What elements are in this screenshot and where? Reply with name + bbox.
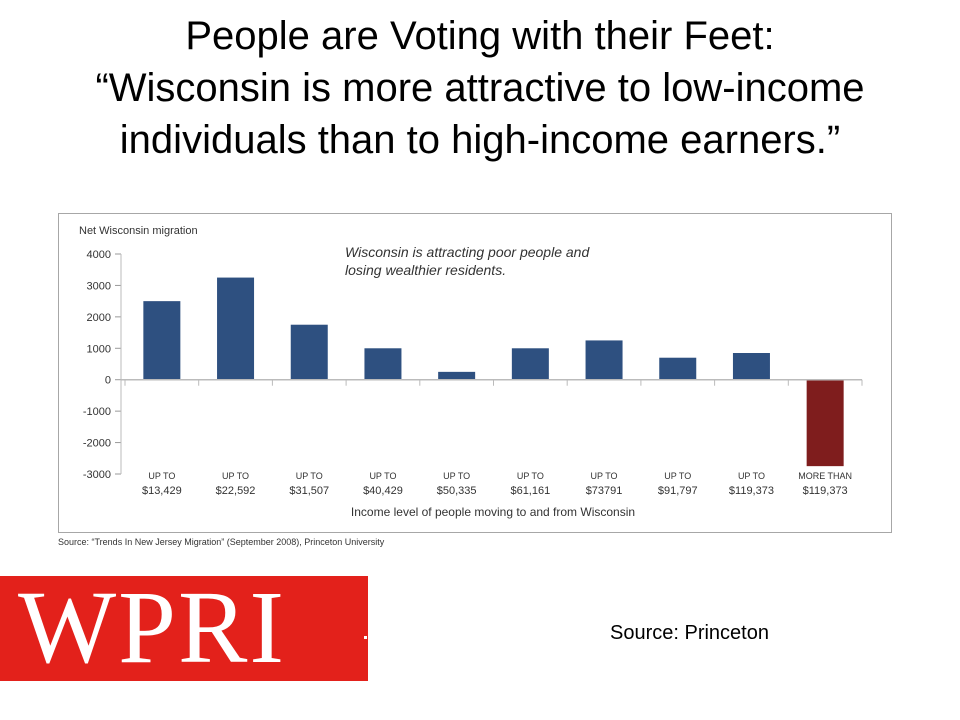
logo-mark <box>364 636 367 639</box>
bar <box>438 371 476 380</box>
chart-source-note: Source: “Trends In New Jersey Migration”… <box>58 537 385 547</box>
x-tick-label: $73791 <box>586 485 623 497</box>
x-tick-label: $119,373 <box>803 485 848 497</box>
y-tick-label: 2000 <box>87 312 111 324</box>
x-tick-label: $61,161 <box>510 485 550 497</box>
y-tick-label: 3000 <box>87 280 111 292</box>
bar-chart: Net Wisconsin migration Wisconsin is attr… <box>79 225 863 519</box>
chart-annotation: losing wealthier residents. <box>345 262 506 278</box>
x-tick-label: UP TO <box>738 471 765 481</box>
x-tick-label: $119,373 <box>729 485 774 497</box>
bar <box>217 277 255 380</box>
logo-text: WPRI <box>18 576 286 681</box>
y-tick-label: 0 <box>105 375 111 387</box>
x-tick-label: UP TO <box>296 471 323 481</box>
bar <box>806 379 844 467</box>
x-axis-label: Income level of people moving to and fro… <box>351 505 635 519</box>
wpri-logo: WPRI <box>0 576 368 681</box>
y-axis-label: Net Wisconsin migration <box>79 225 198 237</box>
bar <box>364 348 402 380</box>
x-tick-label: $50,335 <box>437 485 477 497</box>
x-tick-label: UP TO <box>443 471 470 481</box>
title-line-1: People are Voting with their Feet: <box>185 14 775 58</box>
x-tick-label: UP TO <box>148 471 175 481</box>
y-tick-label: 4000 <box>87 249 111 261</box>
x-tick-label: UP TO <box>369 471 396 481</box>
y-tick-label: -3000 <box>83 469 111 481</box>
slide-title: People are Voting with their Feet: “Wisc… <box>0 10 960 166</box>
x-tick-label: UP TO <box>222 471 249 481</box>
x-tick-label: UP TO <box>591 471 618 481</box>
y-tick-label: 1000 <box>87 343 111 355</box>
y-tick-label: -2000 <box>83 438 111 450</box>
chart-panel: Net Wisconsin migration Wisconsin is attr… <box>58 213 892 533</box>
bar <box>143 301 181 380</box>
bar <box>659 357 697 380</box>
x-tick-label: MORE THAN <box>798 471 852 481</box>
bar <box>511 348 549 380</box>
bar <box>290 324 328 380</box>
x-tick-label: $31,507 <box>289 485 329 497</box>
chart-annotation: Wisconsin is attracting poor people and <box>345 244 590 260</box>
x-tick-label: UP TO <box>664 471 691 481</box>
bar <box>732 353 770 380</box>
title-line-2: “Wisconsin is more attractive to low-inc… <box>95 66 865 110</box>
x-tick-label: $40,429 <box>363 485 403 497</box>
y-tick-label: -1000 <box>83 406 111 418</box>
bar <box>585 340 623 380</box>
x-tick-label: $22,592 <box>216 485 256 497</box>
title-line-3: individuals than to high-income earners.… <box>119 118 841 162</box>
x-tick-label: $91,797 <box>658 485 698 497</box>
x-tick-label: UP TO <box>517 471 544 481</box>
x-tick-label: $13,429 <box>142 485 182 497</box>
source-note: Source: Princeton <box>610 622 769 644</box>
